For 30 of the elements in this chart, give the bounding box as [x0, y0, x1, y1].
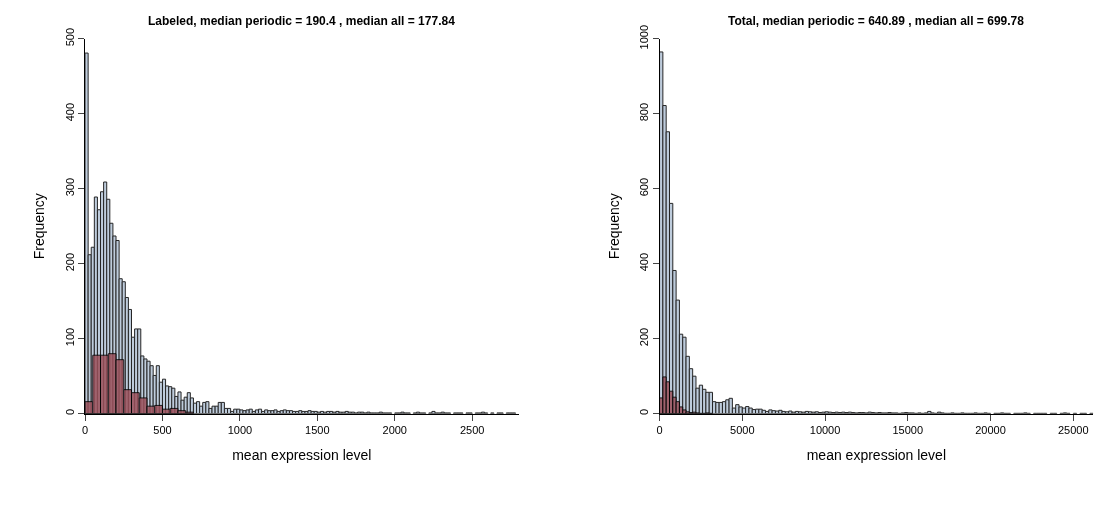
y-tick-label: 600 [638, 177, 651, 197]
chart-title: Labeled, median periodic = 190.4 , median all = 177.84 [148, 14, 456, 28]
y-tick-label: 0 [638, 408, 651, 416]
x-tick-label: 2500 [459, 423, 485, 436]
y-tick-label: 400 [638, 252, 651, 272]
y-tick-label: 300 [63, 177, 76, 197]
x-axis-title: mean expression level [806, 447, 947, 464]
y-tick-label: 200 [63, 252, 76, 272]
y-axis-title: Frequency [605, 193, 622, 260]
x-axis-title: mean expression level [232, 447, 372, 464]
x-tick-label: 0 [656, 423, 663, 436]
y-tick-label: 1000 [638, 24, 651, 50]
x-tick-label: 2000 [382, 423, 407, 436]
y-tick-label: 0 [63, 408, 76, 416]
x-tick-label: 1500 [305, 423, 330, 436]
y-tick-label: 400 [63, 102, 76, 122]
x-tick-label: 1000 [227, 423, 253, 436]
x-tick-label: 25000 [1058, 423, 1089, 436]
y-axis-title: Frequency [31, 193, 48, 260]
chart-title: Total, median periodic = 640.89 , median all = 699.78 [728, 14, 1025, 28]
x-tick-label: 15000 [892, 423, 924, 436]
x-tick-label: 0 [81, 423, 89, 436]
x-tick-label: 20000 [975, 423, 1006, 436]
y-tick-label: 800 [638, 102, 651, 122]
x-tick-label: 500 [153, 423, 172, 436]
y-tick-label: 200 [638, 327, 651, 347]
x-tick-label: 5000 [730, 423, 755, 436]
x-tick-label: 10000 [809, 423, 841, 436]
y-tick-label: 100 [63, 327, 76, 347]
y-tick-label: 500 [63, 27, 76, 47]
